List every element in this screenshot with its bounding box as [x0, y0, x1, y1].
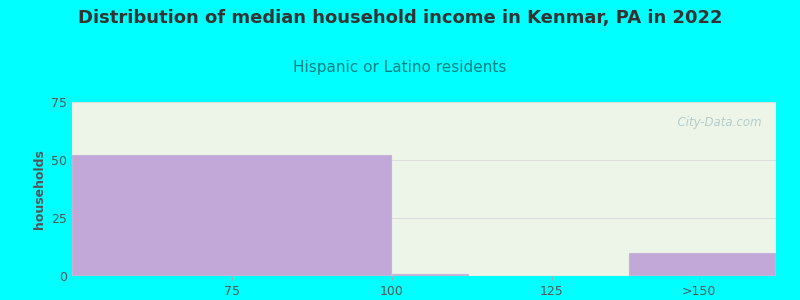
Text: Distribution of median household income in Kenmar, PA in 2022: Distribution of median household income …: [78, 9, 722, 27]
Bar: [392, 274, 469, 276]
Text: City-Data.com: City-Data.com: [670, 116, 762, 129]
Bar: [72, 155, 392, 276]
Bar: [629, 253, 776, 276]
Text: Hispanic or Latino residents: Hispanic or Latino residents: [294, 60, 506, 75]
Y-axis label: households: households: [33, 149, 46, 229]
